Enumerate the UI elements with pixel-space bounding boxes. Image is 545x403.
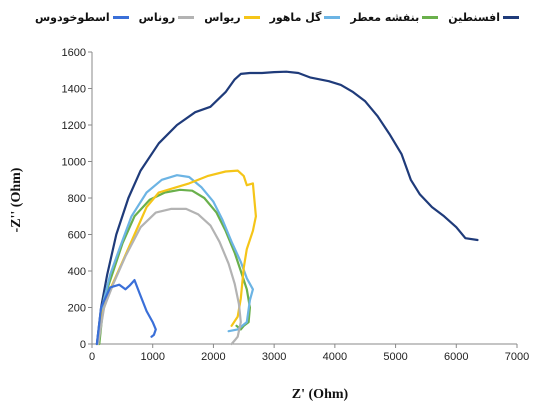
legend-item-6: اسطوخودوس: [35, 11, 129, 24]
legend-swatch: [422, 15, 439, 19]
x-tick-label: 7000: [505, 351, 529, 363]
x-tick-label: 4000: [323, 351, 347, 363]
y-axis-title: -Z'' (Ohm): [9, 167, 24, 232]
y-tick-label: 1000: [62, 157, 86, 169]
y-tick-label: 1600: [62, 47, 86, 59]
y-tick-label: 200: [68, 303, 86, 315]
y-tick-label: 400: [68, 266, 86, 278]
legend-item-1: افسنطین: [448, 11, 519, 24]
series-line-4: [97, 169, 257, 346]
series-line-3: [97, 174, 254, 346]
x-tick-label: 1000: [140, 351, 164, 363]
y-tick-label: 800: [68, 193, 86, 205]
legend-label: افسنطین: [448, 10, 500, 24]
legend-label: روناس: [138, 10, 176, 24]
chart-legend: افسنطین بنفشه معطر گل ماهور ریواس روناس اسطوخ…: [0, 6, 545, 28]
series-line-1: [95, 70, 479, 346]
series-layer: [95, 70, 479, 346]
legend-label: گل ماهور: [269, 10, 322, 24]
legend-label: بنفشه معطر: [350, 10, 420, 24]
y-tick-label: 1400: [62, 84, 86, 96]
series-line-2: [98, 188, 251, 346]
y-tick-label: 600: [68, 230, 86, 242]
series-line-5: [97, 207, 242, 346]
legend-swatch: [324, 15, 341, 19]
x-tick-label: 3000: [262, 351, 286, 363]
x-tick-label: 5000: [383, 351, 407, 363]
legend-item-3: گل ماهور: [270, 11, 341, 24]
legend-item-4: ریواس: [204, 10, 260, 24]
legend-label: ریواس: [204, 10, 241, 24]
y-tick-label: 1200: [62, 120, 86, 132]
legend-swatch: [243, 15, 260, 19]
x-tick-label: 6000: [444, 351, 468, 363]
legend-swatch: [112, 15, 129, 19]
x-axis-title: Z' (Ohm): [292, 387, 349, 402]
y-tick-label: 0: [80, 339, 86, 351]
series-line-6: [95, 279, 157, 346]
legend-swatch: [503, 15, 519, 19]
chart-axes: [88, 51, 518, 348]
legend-swatch: [178, 15, 195, 19]
x-tick-label: 0: [89, 351, 95, 363]
tick-labels: 0 1000 2000 3000 4000 5000 6000 7000 0 200 400 600 8…: [62, 47, 530, 363]
legend-label: اسطوخودوس: [34, 10, 110, 24]
legend-item-5: روناس: [139, 11, 195, 24]
legend-item-2: بنفشه معطر: [350, 10, 439, 24]
x-tick-label: 2000: [201, 351, 225, 363]
